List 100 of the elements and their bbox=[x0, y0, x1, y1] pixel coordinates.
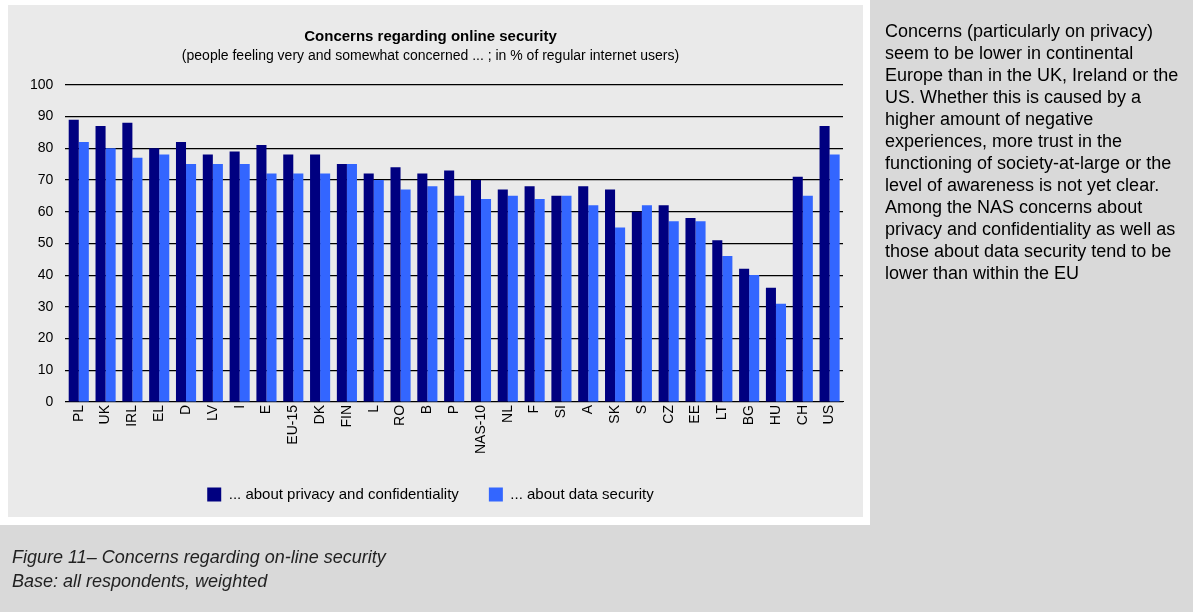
bar bbox=[829, 154, 840, 402]
bar bbox=[470, 179, 481, 402]
bar bbox=[400, 189, 411, 402]
bar bbox=[186, 164, 197, 402]
bar bbox=[685, 218, 696, 402]
x-tick-label: NAS-10 bbox=[471, 404, 488, 455]
x-tick-label: E bbox=[257, 404, 274, 415]
bar bbox=[283, 154, 294, 402]
x-tick-label: CZ bbox=[659, 404, 676, 424]
bar bbox=[159, 154, 170, 402]
bar bbox=[293, 173, 304, 402]
bar bbox=[819, 126, 830, 402]
x-tick-label: I bbox=[230, 404, 247, 409]
bar bbox=[641, 205, 652, 402]
bar bbox=[78, 141, 89, 402]
bar bbox=[454, 195, 465, 402]
x-tick-label: P bbox=[445, 404, 462, 415]
chart-title: Concerns regarding online security bbox=[304, 27, 558, 45]
x-tick-label: HU bbox=[766, 404, 783, 426]
bar bbox=[722, 256, 733, 402]
bar bbox=[346, 164, 357, 402]
y-tick-label: 60 bbox=[37, 202, 54, 219]
y-tick-label: 0 bbox=[45, 392, 54, 409]
bar bbox=[578, 186, 589, 402]
bar bbox=[229, 151, 240, 402]
bar bbox=[668, 221, 679, 402]
x-tick-label: US bbox=[820, 404, 837, 425]
bar bbox=[775, 303, 787, 402]
x-tick-label: A bbox=[579, 404, 596, 415]
bar bbox=[122, 122, 133, 402]
y-tick-label: 40 bbox=[37, 265, 54, 282]
y-tick-label: 90 bbox=[37, 107, 54, 124]
text: Base: all respondents, weighted bbox=[12, 570, 269, 593]
x-tick-label: SI bbox=[552, 404, 569, 419]
bar bbox=[417, 173, 428, 402]
bar bbox=[712, 240, 723, 402]
x-tick-label: PL bbox=[69, 404, 86, 423]
y-tick-label: 100 bbox=[30, 75, 54, 92]
x-tick-label: UK bbox=[96, 404, 113, 425]
bar bbox=[373, 179, 384, 402]
bar bbox=[749, 275, 760, 402]
x-tick-label: SK bbox=[605, 404, 622, 424]
legend-label: ... about privacy and confidentiality bbox=[228, 484, 460, 502]
bar bbox=[95, 126, 106, 402]
bar bbox=[239, 164, 250, 402]
x-tick-label: EU-15 bbox=[284, 404, 301, 445]
x-tick-label: FIN bbox=[337, 404, 354, 428]
x-tick-label: CH bbox=[793, 404, 810, 426]
x-tick-label: NL bbox=[498, 404, 515, 423]
bar bbox=[631, 211, 642, 402]
bar bbox=[658, 205, 669, 402]
caption: Figure 11– Concerns regarding on-line security bbox=[12, 546, 386, 569]
bar bbox=[507, 195, 518, 402]
bar bbox=[149, 148, 160, 402]
y-tick-label: 80 bbox=[37, 139, 54, 156]
bar bbox=[266, 173, 277, 402]
bar bbox=[765, 287, 776, 402]
x-tick-label: B bbox=[418, 404, 435, 415]
bar bbox=[561, 195, 572, 402]
bar bbox=[497, 189, 508, 402]
bar bbox=[363, 173, 374, 402]
bar bbox=[175, 141, 187, 402]
x-tick-label: L bbox=[364, 404, 381, 413]
y-tick-label: 30 bbox=[37, 297, 54, 314]
bar bbox=[212, 164, 223, 402]
bar bbox=[802, 195, 813, 402]
bar bbox=[588, 205, 599, 402]
y-tick-label: 20 bbox=[37, 329, 54, 346]
y-tick-label: 50 bbox=[37, 234, 54, 251]
bar bbox=[105, 148, 116, 402]
bar bbox=[534, 198, 545, 402]
bar bbox=[524, 186, 535, 402]
x-tick-label: DK bbox=[310, 404, 327, 425]
bar bbox=[444, 170, 455, 402]
y-tick-label: 70 bbox=[37, 170, 54, 187]
x-tick-label: F bbox=[525, 404, 542, 414]
x-tick-label: D bbox=[176, 404, 193, 416]
y-tick-label: 10 bbox=[37, 361, 54, 378]
bar bbox=[256, 145, 267, 402]
x-tick-label: RO bbox=[391, 404, 408, 426]
chart-subtitle: (people feeling very and somewhat concerned ... ; in % of regular internet users) bbox=[181, 47, 680, 64]
bar bbox=[480, 198, 492, 402]
x-tick-label: EE bbox=[686, 404, 703, 424]
bar bbox=[615, 227, 626, 402]
bar bbox=[695, 221, 706, 402]
bar bbox=[792, 176, 803, 402]
text: Concerns (particularly on privacy) seem to be lower in continental Europe than in the UK, Ireland or the US. Whether this is caused by a higher amount of negative experiences, more trust in the functioning of society-at-large or the level of awareness is not yet clear. Among the NAS concerns about privacy and confidentiality as well as those about data security tend to be lower than within the EU bbox=[885, 21, 1179, 283]
legend-label: ... about data security bbox=[510, 484, 655, 502]
bar bbox=[551, 195, 562, 402]
bar bbox=[739, 268, 750, 402]
bar bbox=[310, 154, 321, 402]
x-tick-label: LV bbox=[203, 404, 220, 422]
bar bbox=[605, 189, 616, 402]
bar bbox=[336, 164, 347, 402]
bar bbox=[427, 186, 438, 402]
x-tick-label: EL bbox=[150, 404, 167, 423]
bar bbox=[390, 167, 401, 402]
x-tick-label: BG bbox=[740, 404, 757, 426]
bar bbox=[132, 157, 143, 402]
x-tick-label: IRL bbox=[123, 404, 140, 427]
